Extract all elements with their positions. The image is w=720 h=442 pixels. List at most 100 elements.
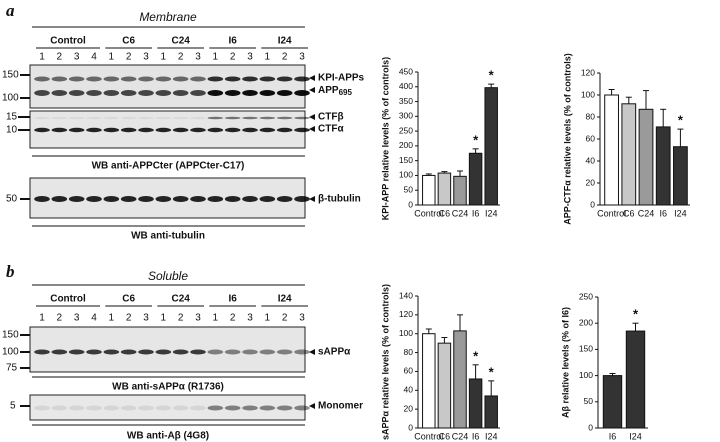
band — [86, 405, 102, 411]
band — [242, 90, 258, 96]
bar — [602, 375, 623, 429]
band — [190, 90, 206, 96]
caption: WB anti-tubulin — [131, 231, 205, 242]
band — [242, 76, 258, 82]
band — [138, 90, 154, 96]
band — [259, 90, 276, 96]
band — [224, 196, 241, 202]
lane-label: 3 — [299, 313, 305, 324]
band — [86, 116, 102, 120]
markers: 150 100 15 10 50 — [2, 70, 30, 205]
lane-label: 4 — [91, 313, 97, 324]
band — [103, 76, 120, 82]
band — [276, 76, 293, 82]
marker: 10 — [6, 125, 18, 136]
marker: 15 — [6, 112, 18, 123]
band — [207, 405, 224, 411]
band — [207, 349, 224, 355]
y-tick-label: 20 — [586, 177, 596, 187]
y-axis-label: sAPPα relative levels (% of controls) — [380, 284, 390, 440]
y-tick-label: 140 — [399, 290, 413, 300]
band-label: sAPPα — [318, 347, 351, 358]
band — [51, 405, 68, 411]
y-tick-label: 100 — [581, 89, 595, 99]
y-tick-label: 60 — [404, 366, 414, 376]
band — [242, 196, 258, 202]
band — [172, 90, 189, 96]
band — [294, 405, 310, 411]
band — [103, 127, 120, 133]
band — [155, 349, 172, 355]
band-label: β-tubulin — [318, 194, 361, 205]
band — [34, 116, 50, 120]
band — [294, 76, 310, 82]
bar — [484, 395, 498, 429]
bar — [604, 94, 619, 206]
band — [86, 196, 102, 202]
y-tick-label: 350 — [399, 96, 413, 106]
band — [276, 196, 293, 202]
y-tick-label: 400 — [399, 81, 413, 91]
lane-label: 3 — [247, 313, 253, 324]
lane-label: 1 — [161, 313, 167, 324]
bar — [655, 126, 671, 206]
band — [276, 349, 293, 355]
x-tick-label: I6 — [472, 208, 480, 218]
band — [34, 127, 50, 133]
band — [155, 90, 172, 96]
blot-title: Membrane — [139, 10, 197, 24]
x-tick-label: C6 — [623, 208, 635, 218]
lane-label: 1 — [109, 52, 115, 63]
lane-label: 1 — [39, 313, 45, 324]
band-label: CTFβ — [318, 112, 344, 123]
marker: 150 — [2, 70, 19, 81]
bar — [453, 175, 467, 206]
band — [242, 349, 258, 355]
band — [138, 349, 154, 355]
lane-label: 2 — [178, 313, 184, 324]
band — [68, 349, 85, 355]
band — [172, 405, 189, 411]
group-label: C6 — [122, 294, 135, 305]
lane-label: 2 — [282, 313, 288, 324]
lane-label: 3 — [74, 52, 80, 63]
annotation: * — [473, 348, 479, 363]
band — [242, 405, 258, 411]
lane-label: 1 — [161, 52, 167, 63]
x-tick-label: Control — [414, 431, 443, 441]
band — [103, 196, 120, 202]
blot-box — [29, 394, 306, 421]
marker: 75 — [6, 363, 18, 374]
x-tick-label: I24 — [485, 431, 498, 441]
band — [276, 90, 293, 96]
band — [155, 405, 172, 411]
x-tick-label: C24 — [638, 208, 655, 218]
band — [51, 196, 68, 202]
band — [138, 127, 154, 133]
lane-label: 3 — [195, 313, 201, 324]
y-tick-label: 50 — [404, 184, 414, 194]
band — [190, 116, 206, 120]
y-tick-label: 100 — [579, 370, 593, 380]
y-tick-label: 100 — [399, 170, 413, 180]
band — [34, 76, 50, 82]
x-tick-label: I6 — [472, 431, 480, 441]
band — [51, 127, 68, 133]
band — [224, 76, 241, 82]
bar — [638, 108, 654, 206]
y-tick-label: 120 — [399, 309, 413, 319]
band-label: APP695 — [318, 85, 352, 97]
band-labels: sAPPα Monomer — [309, 347, 363, 412]
band — [259, 196, 276, 202]
band — [155, 76, 172, 82]
blot-box — [29, 64, 306, 109]
band-label: Monomer — [318, 401, 363, 412]
x-tick-label: C24 — [452, 431, 469, 441]
lane-label: 1 — [39, 52, 45, 63]
y-axis-label: APP-CTFα relative levels (% of controls) — [562, 53, 572, 225]
y-tick-label: 40 — [586, 155, 596, 165]
y-tick-label: 60 — [586, 133, 596, 143]
y-tick-label: 150 — [579, 344, 593, 354]
band — [276, 405, 293, 411]
blot-title: Soluble — [148, 269, 188, 283]
